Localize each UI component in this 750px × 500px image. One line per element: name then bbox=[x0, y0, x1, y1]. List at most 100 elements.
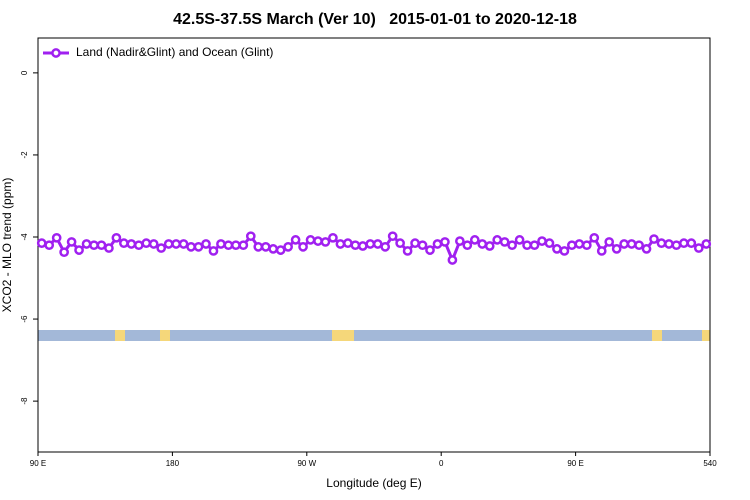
data-point bbox=[36, 238, 47, 249]
x-axis-label: Longitude (deg E) bbox=[326, 476, 421, 490]
data-point bbox=[649, 234, 659, 244]
data-point bbox=[238, 240, 249, 251]
land-patch bbox=[115, 330, 125, 341]
x-tick-label: 90 E bbox=[30, 459, 46, 468]
chart-title: 42.5S-37.5S March (Ver 10) 2015-01-01 to… bbox=[173, 11, 577, 28]
data-point bbox=[544, 238, 555, 249]
data-point bbox=[133, 240, 144, 251]
data-point bbox=[163, 239, 174, 249]
data-point bbox=[402, 246, 413, 256]
land-patch bbox=[702, 330, 710, 341]
data-point bbox=[268, 244, 279, 254]
land-patch bbox=[160, 330, 170, 341]
data-point bbox=[559, 246, 570, 256]
data-point bbox=[223, 240, 234, 251]
data-point bbox=[432, 239, 443, 249]
data-point bbox=[462, 240, 473, 251]
y-axis-label: XCO2 - MLO trend (ppm) bbox=[0, 178, 14, 313]
x-tick-label: 180 bbox=[166, 459, 180, 468]
y-tick-label: -8 bbox=[20, 397, 29, 405]
data-point bbox=[626, 239, 637, 249]
data-point bbox=[447, 255, 458, 265]
data-point bbox=[104, 243, 114, 253]
data-point bbox=[574, 239, 585, 249]
data-point bbox=[335, 239, 346, 249]
x-tick-label: 90 W bbox=[297, 459, 316, 468]
data-point bbox=[59, 247, 69, 258]
data-point bbox=[634, 240, 644, 251]
data-point bbox=[89, 240, 99, 251]
data-point bbox=[216, 239, 226, 249]
surface-strip bbox=[38, 330, 710, 341]
data-point bbox=[350, 240, 361, 251]
data-point bbox=[641, 244, 652, 254]
data-point bbox=[589, 232, 600, 243]
legend-marker bbox=[51, 48, 61, 58]
data-point bbox=[484, 241, 495, 251]
y-tick-label: -6 bbox=[20, 315, 29, 323]
data-point bbox=[492, 235, 503, 245]
data-point bbox=[395, 238, 405, 249]
data-point bbox=[305, 235, 316, 245]
data-point bbox=[253, 241, 264, 252]
y-tick-label: -2 bbox=[20, 151, 29, 159]
data-point bbox=[245, 231, 256, 242]
data-point bbox=[604, 237, 615, 247]
data-point bbox=[357, 241, 368, 251]
data-point bbox=[320, 237, 331, 247]
data-point bbox=[156, 243, 167, 253]
data-point bbox=[96, 240, 107, 251]
data-point bbox=[380, 241, 391, 252]
data-point bbox=[514, 235, 525, 245]
data-point bbox=[193, 241, 204, 252]
data-point bbox=[619, 239, 629, 249]
data-point bbox=[74, 245, 84, 255]
data-point bbox=[701, 239, 712, 249]
data-point bbox=[656, 238, 667, 249]
data-point bbox=[148, 239, 159, 249]
land-patch bbox=[332, 330, 354, 341]
data-point bbox=[66, 237, 77, 247]
data-point bbox=[686, 238, 697, 249]
data-point bbox=[111, 232, 122, 243]
data-point bbox=[343, 238, 353, 249]
data-point bbox=[499, 237, 510, 247]
data-point bbox=[425, 245, 435, 255]
x-tick-label: 90 E bbox=[567, 459, 583, 468]
data-point bbox=[440, 237, 450, 247]
data-point bbox=[671, 240, 682, 251]
ocean-band bbox=[38, 330, 710, 341]
data-point bbox=[410, 238, 420, 249]
data-point bbox=[596, 246, 607, 256]
x-tick-label: 0 bbox=[439, 459, 444, 468]
data-point bbox=[313, 236, 323, 246]
data-point bbox=[611, 244, 622, 254]
data-point bbox=[141, 238, 152, 249]
legend-label: Land (Nadir&Glint) and Ocean (Glint) bbox=[76, 45, 273, 59]
data-point bbox=[283, 241, 293, 252]
data-point bbox=[567, 240, 577, 251]
y-tick-label: -4 bbox=[20, 233, 29, 241]
y-tick-label: 0 bbox=[20, 70, 29, 75]
data-point bbox=[664, 239, 674, 249]
x-tick-label: 540 bbox=[703, 459, 717, 468]
data-point bbox=[529, 240, 540, 251]
data-point bbox=[507, 240, 517, 251]
data-point bbox=[417, 240, 428, 251]
data-point bbox=[171, 239, 181, 249]
data-point bbox=[581, 240, 592, 251]
data-point bbox=[365, 239, 376, 249]
data-point bbox=[44, 240, 55, 251]
data-point bbox=[51, 232, 62, 243]
data-point bbox=[455, 236, 465, 246]
data-point bbox=[260, 241, 271, 252]
data-point bbox=[178, 239, 189, 249]
data-point bbox=[537, 236, 547, 246]
land-patch bbox=[652, 330, 662, 341]
data-point bbox=[275, 245, 286, 255]
data-point bbox=[186, 241, 196, 252]
data-point bbox=[208, 246, 219, 256]
data-point bbox=[522, 240, 532, 251]
data-point bbox=[552, 244, 562, 254]
